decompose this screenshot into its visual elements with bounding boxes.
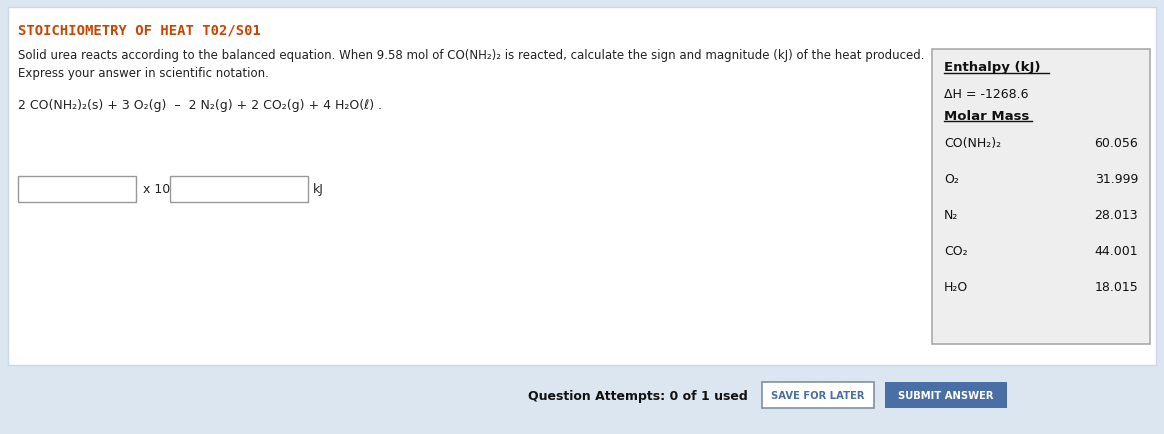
Text: SUBMIT ANSWER: SUBMIT ANSWER [899,390,994,400]
Text: CO(NH₂)₂: CO(NH₂)₂ [944,137,1001,150]
Text: 28.013: 28.013 [1094,209,1138,222]
Text: Enthalpy (kJ): Enthalpy (kJ) [944,61,1041,74]
Text: CO₂: CO₂ [944,245,967,258]
Text: 60.056: 60.056 [1094,137,1138,150]
Text: 31.999: 31.999 [1094,173,1138,186]
Text: N₂: N₂ [944,209,958,222]
Text: ΔH = -1268.6: ΔH = -1268.6 [944,87,1029,100]
Text: Molar Mass: Molar Mass [944,109,1029,122]
Text: O₂: O₂ [944,173,959,186]
Text: Solid urea reacts according to the balanced equation. When 9.58 mol of CO(NH₂)₂ : Solid urea reacts according to the balan… [17,48,924,61]
Text: 44.001: 44.001 [1094,245,1138,258]
FancyBboxPatch shape [932,50,1150,344]
FancyBboxPatch shape [17,177,136,203]
FancyBboxPatch shape [762,382,874,408]
Text: 2 CO(NH₂)₂(s) + 3 O₂(g)  –  2 N₂(g) + 2 CO₂(g) + 4 H₂O(ℓ) .: 2 CO(NH₂)₂(s) + 3 O₂(g) – 2 N₂(g) + 2 CO… [17,98,382,111]
Text: Question Attempts: 0 of 1 used: Question Attempts: 0 of 1 used [528,390,748,403]
Text: STOICHIOMETRY OF HEAT T02/S01: STOICHIOMETRY OF HEAT T02/S01 [17,23,261,37]
Text: 18.015: 18.015 [1094,281,1138,294]
FancyBboxPatch shape [885,382,1007,408]
FancyBboxPatch shape [8,8,1156,365]
Text: Express your answer in scientific notation.: Express your answer in scientific notati… [17,66,269,79]
Text: SAVE FOR LATER: SAVE FOR LATER [772,390,865,400]
Text: H₂O: H₂O [944,281,968,294]
FancyBboxPatch shape [8,369,1156,427]
FancyBboxPatch shape [170,177,308,203]
Text: x 10: x 10 [143,183,170,196]
Text: kJ: kJ [313,183,324,196]
